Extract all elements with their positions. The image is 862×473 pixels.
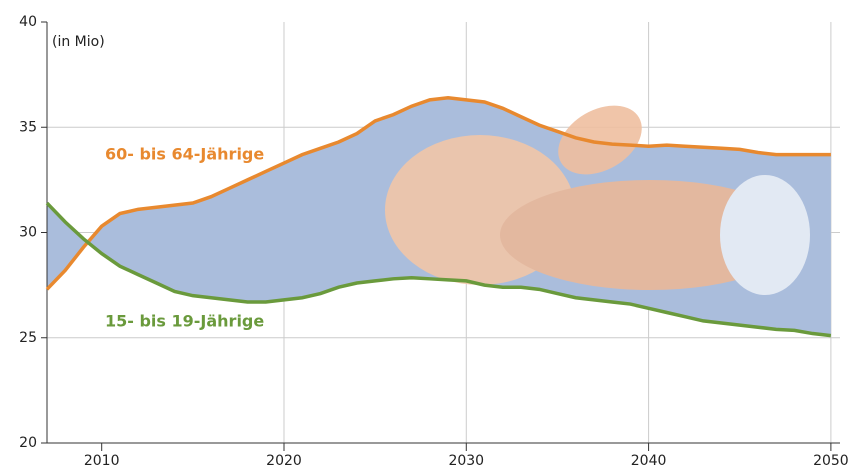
chart: (in Mio) 20 25 30 35 40 2010 2020 2030 2040 2050 6… [0, 0, 862, 469]
y-tick-label: 20 [19, 435, 37, 451]
x-tick-label: 2010 [84, 453, 120, 469]
y-tick-label: 30 [19, 225, 37, 241]
series-label: 60- bis 64-Jährige [105, 145, 264, 164]
x-tick-label: 2020 [266, 453, 302, 469]
y-tick-label: 25 [19, 330, 37, 346]
baby-diaper [720, 175, 810, 295]
y-tick-label: 40 [19, 14, 37, 30]
unit-note: (in Mio) [52, 34, 105, 50]
x-tick-label: 2050 [813, 453, 849, 469]
series-label: 15- bis 19-Jährige [105, 312, 264, 331]
y-tick-label: 35 [19, 119, 37, 135]
x-tick-label: 2040 [631, 453, 667, 469]
x-tick-label: 2030 [448, 453, 484, 469]
